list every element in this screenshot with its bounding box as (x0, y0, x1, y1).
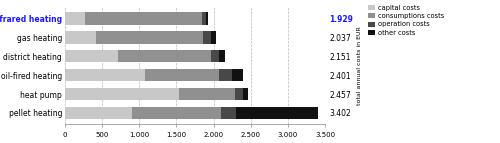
Bar (203, 31, 211, 44)
Bar (232, 69, 243, 81)
Bar (65, 50, 118, 62)
Bar (202, 12, 206, 25)
Bar (65, 31, 96, 44)
Legend: capital costs, consumptions costs, operation costs, other costs: capital costs, consumptions costs, opera… (368, 5, 444, 36)
Bar (145, 69, 219, 81)
Bar (65, 69, 145, 81)
Bar (221, 107, 236, 119)
Bar (118, 50, 210, 62)
Y-axis label: total annual costs in EUR: total annual costs in EUR (357, 26, 362, 105)
Bar (65, 88, 178, 100)
Bar (211, 31, 216, 44)
Bar (210, 50, 219, 62)
Bar (219, 69, 232, 81)
Bar (235, 88, 243, 100)
Bar (65, 12, 85, 25)
Bar (65, 107, 132, 119)
Bar (236, 107, 318, 119)
Bar (219, 50, 225, 62)
Bar (132, 107, 221, 119)
Bar (243, 88, 248, 100)
Bar (206, 12, 208, 25)
Bar (96, 31, 203, 44)
Bar (85, 12, 202, 25)
Bar (178, 88, 235, 100)
